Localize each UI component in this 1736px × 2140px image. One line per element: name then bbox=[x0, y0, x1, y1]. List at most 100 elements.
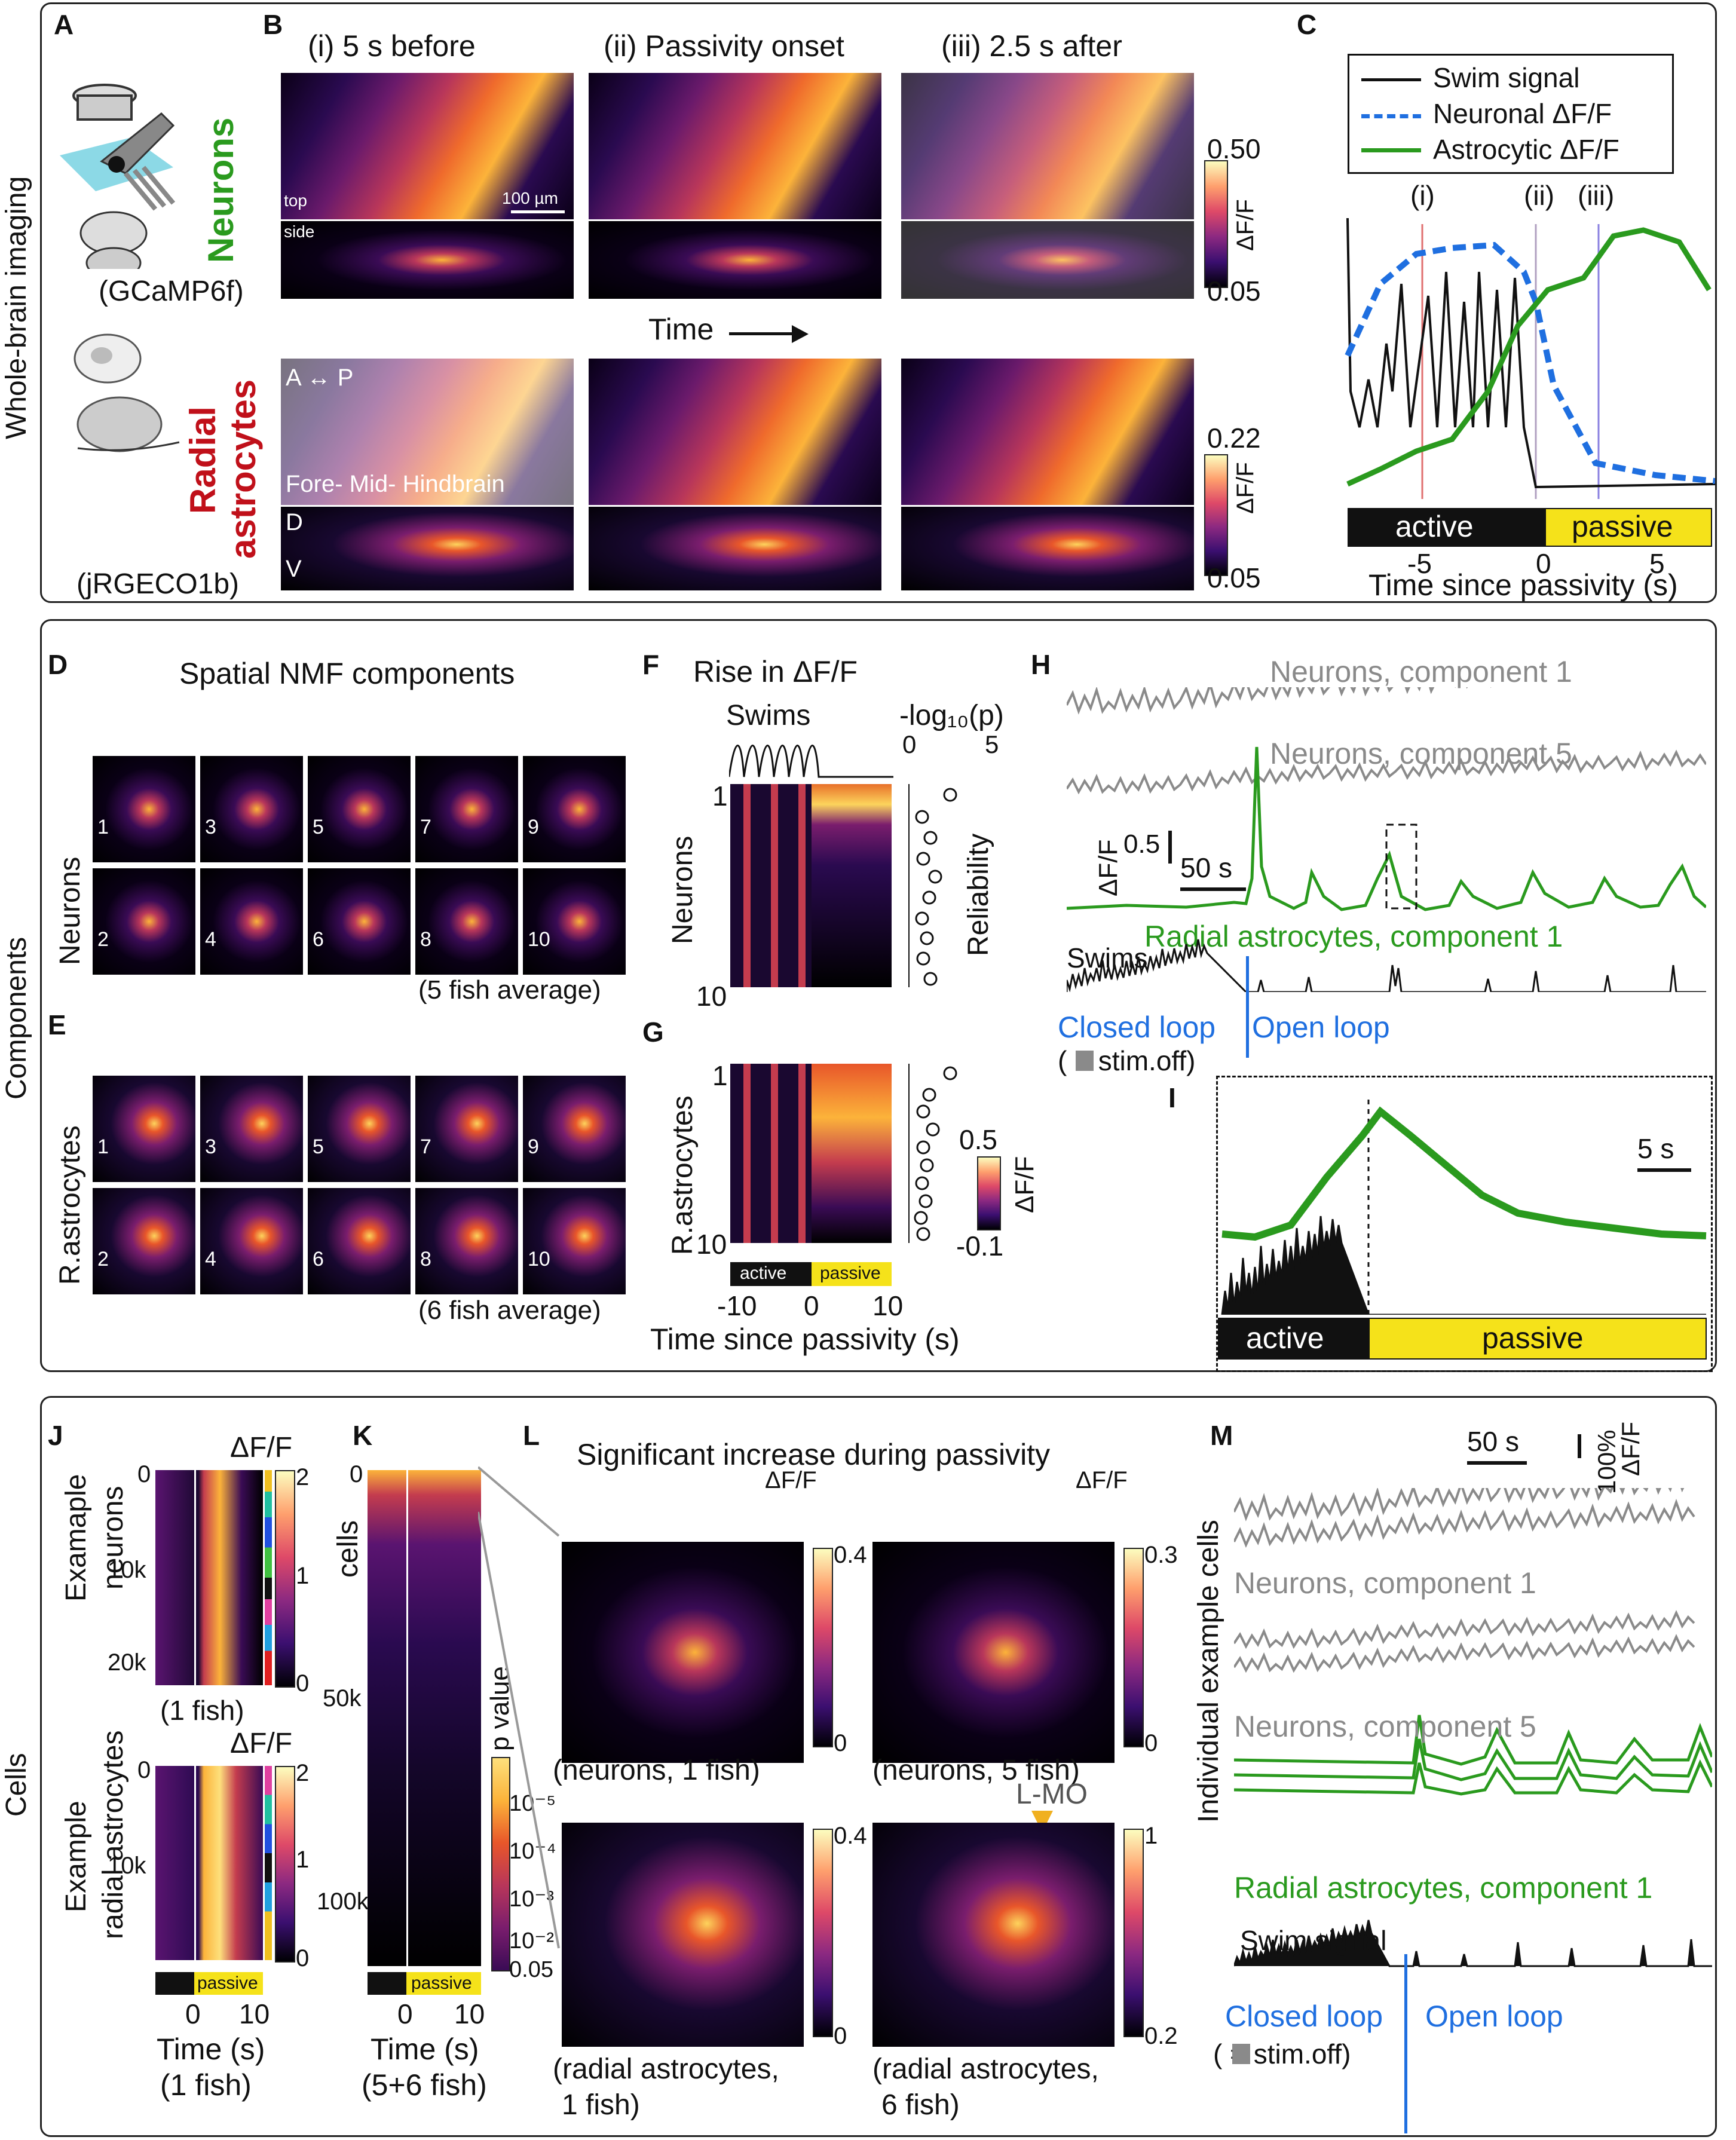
i-inset-box bbox=[1216, 1076, 1713, 1372]
c-xtick-1: -5 bbox=[1407, 548, 1432, 579]
h-sb-y-unit: ΔF/F bbox=[1094, 839, 1123, 896]
scalebar-label: 100 µm bbox=[502, 189, 558, 207]
l-image-astro-6fish bbox=[872, 1823, 1115, 2047]
g-passive: passive bbox=[820, 1263, 881, 1283]
e-num-1: 1 bbox=[97, 1135, 109, 1158]
l-c3-min: 0 bbox=[834, 2023, 847, 2049]
m-sb-y-unit: ΔF/F bbox=[1616, 1421, 1645, 1476]
c-marker-i: (i) bbox=[1410, 180, 1435, 211]
j-cb-n-0: 0 bbox=[296, 1670, 310, 1697]
region-labels: Fore- Mid- Hindbrain bbox=[286, 471, 505, 497]
j-cb-label-bottom: ΔF/F bbox=[230, 1728, 293, 1759]
h-sb-x: 50 s bbox=[1180, 852, 1232, 883]
label-f: F bbox=[642, 649, 660, 680]
legend-astro-line bbox=[1361, 148, 1421, 152]
panel-components bbox=[40, 619, 1717, 1372]
f-swim-trace bbox=[729, 745, 893, 778]
e-num-9: 9 bbox=[528, 1135, 539, 1158]
cb2-max: 0.22 bbox=[1207, 423, 1261, 454]
k-xtick-0: 0 bbox=[397, 1998, 413, 2029]
l-cb2-label: ΔF/F bbox=[1076, 1467, 1128, 1493]
i-trace bbox=[1221, 1100, 1707, 1315]
l-cap3b: 1 fish) bbox=[562, 2089, 640, 2121]
astro-image-after-top bbox=[901, 359, 1194, 505]
d-num-9: 9 bbox=[528, 816, 539, 838]
m-traces bbox=[1234, 1488, 1712, 1967]
h-closed-loop: Closed loop bbox=[1058, 1011, 1216, 1044]
label-k: K bbox=[353, 1420, 373, 1451]
k-xlabel: Time (s) bbox=[371, 2032, 479, 2066]
m-loop-divider bbox=[1404, 1954, 1407, 2133]
c-traces bbox=[1345, 218, 1715, 499]
j-fish: (1 fish) bbox=[160, 2068, 252, 2102]
f-ylabel: Neurons bbox=[667, 835, 699, 944]
k-passive-bar bbox=[406, 1972, 481, 1995]
g-cb-max: 0.5 bbox=[959, 1124, 997, 1155]
c-xtick-3: 5 bbox=[1649, 548, 1665, 579]
g-xtick-1: -10 bbox=[717, 1290, 757, 1321]
k-yt-1: 50k bbox=[323, 1685, 362, 1712]
j-cb-label-top: ΔF/F bbox=[230, 1432, 293, 1464]
m-stim-swatch bbox=[1232, 2044, 1250, 2064]
f-y1: 1 bbox=[712, 780, 728, 812]
colorbar-neurons bbox=[1204, 160, 1228, 288]
k-fish: (5+6 fish) bbox=[362, 2068, 487, 2102]
m-astro-label: Radial astrocytes, component 1 bbox=[1234, 1871, 1653, 1905]
e-grid: 1 3 5 7 9 2 4 6 8 10 bbox=[93, 1076, 626, 1297]
i-scalebar bbox=[1637, 1168, 1691, 1172]
l-cbar-1 bbox=[813, 1548, 833, 1747]
label-h: H bbox=[1031, 649, 1051, 680]
e-comp-9 bbox=[523, 1076, 626, 1182]
d-num-8: 8 bbox=[420, 928, 431, 951]
l-c2-min: 0 bbox=[1144, 1730, 1158, 1756]
cb2-label: ΔF/F bbox=[1232, 462, 1259, 514]
f-p5: 5 bbox=[985, 730, 999, 758]
j-ex-neurons-1: Examaple bbox=[60, 1474, 92, 1602]
j-astro-heatmap bbox=[155, 1766, 263, 1960]
dv-v: V bbox=[286, 556, 302, 582]
astro-image-before-top bbox=[281, 359, 574, 505]
l-c3-max: 0.4 bbox=[834, 1823, 867, 1849]
f-logp: -log₁₀(p) bbox=[899, 700, 1004, 731]
cb1-max: 0.50 bbox=[1207, 133, 1261, 164]
l-image-astro-1fish bbox=[562, 1823, 804, 2047]
c-active-bar bbox=[1348, 508, 1545, 547]
g-y1: 1 bbox=[712, 1060, 728, 1091]
f-p-axis bbox=[908, 784, 910, 987]
d-num-2: 2 bbox=[97, 928, 109, 951]
j-cb-n-2: 2 bbox=[296, 1464, 310, 1490]
g-heatmap-passive bbox=[812, 1064, 892, 1243]
j-cb-a-1: 1 bbox=[296, 1847, 310, 1873]
l-c1-max: 0.4 bbox=[834, 1542, 867, 1568]
cb2-min: 0.05 bbox=[1207, 562, 1261, 593]
m-sb-x: 50 s bbox=[1467, 1426, 1519, 1457]
j-xlabel: Time (s) bbox=[157, 2032, 265, 2066]
k-zero-line bbox=[406, 1470, 408, 1966]
h-sb-y: 0.5 bbox=[1123, 829, 1161, 859]
panel-cells bbox=[40, 1396, 1717, 2137]
c-passive: passive bbox=[1572, 510, 1673, 543]
neurons-label: Neurons bbox=[201, 117, 241, 263]
neurons-indicator: (GCaMP6f) bbox=[99, 275, 244, 307]
g-cb-min: -0.1 bbox=[956, 1230, 1004, 1262]
label-d: D bbox=[48, 649, 68, 680]
col-header-2: (ii) Passivity onset bbox=[604, 29, 844, 63]
j-cb-a-0: 0 bbox=[296, 1945, 310, 1971]
h-stim-swatch bbox=[1076, 1051, 1094, 1071]
g-passive-bar bbox=[812, 1262, 892, 1286]
g-xtick-3: 10 bbox=[872, 1290, 904, 1321]
d-comp-3 bbox=[200, 756, 303, 862]
l-image-neurons-1fish bbox=[562, 1542, 804, 1763]
m-n5-label: Neurons, component 5 bbox=[1234, 1710, 1536, 1743]
j-one-fish: (1 fish) bbox=[160, 1695, 244, 1726]
d-title: Spatial NMF components bbox=[179, 657, 515, 690]
l-cap1: (neurons, 1 fish) bbox=[553, 1755, 760, 1786]
d-row-label: Neurons bbox=[54, 856, 86, 965]
d-num-4: 4 bbox=[205, 928, 216, 951]
e-comp-4 bbox=[200, 1188, 303, 1294]
microscope-schematic bbox=[60, 84, 176, 269]
k-ylabel: cells bbox=[332, 1520, 364, 1578]
l-lmo-label: L-MO bbox=[1016, 1778, 1088, 1810]
neuron-image-before-top bbox=[281, 73, 574, 219]
f-reliability-dots bbox=[915, 788, 957, 986]
